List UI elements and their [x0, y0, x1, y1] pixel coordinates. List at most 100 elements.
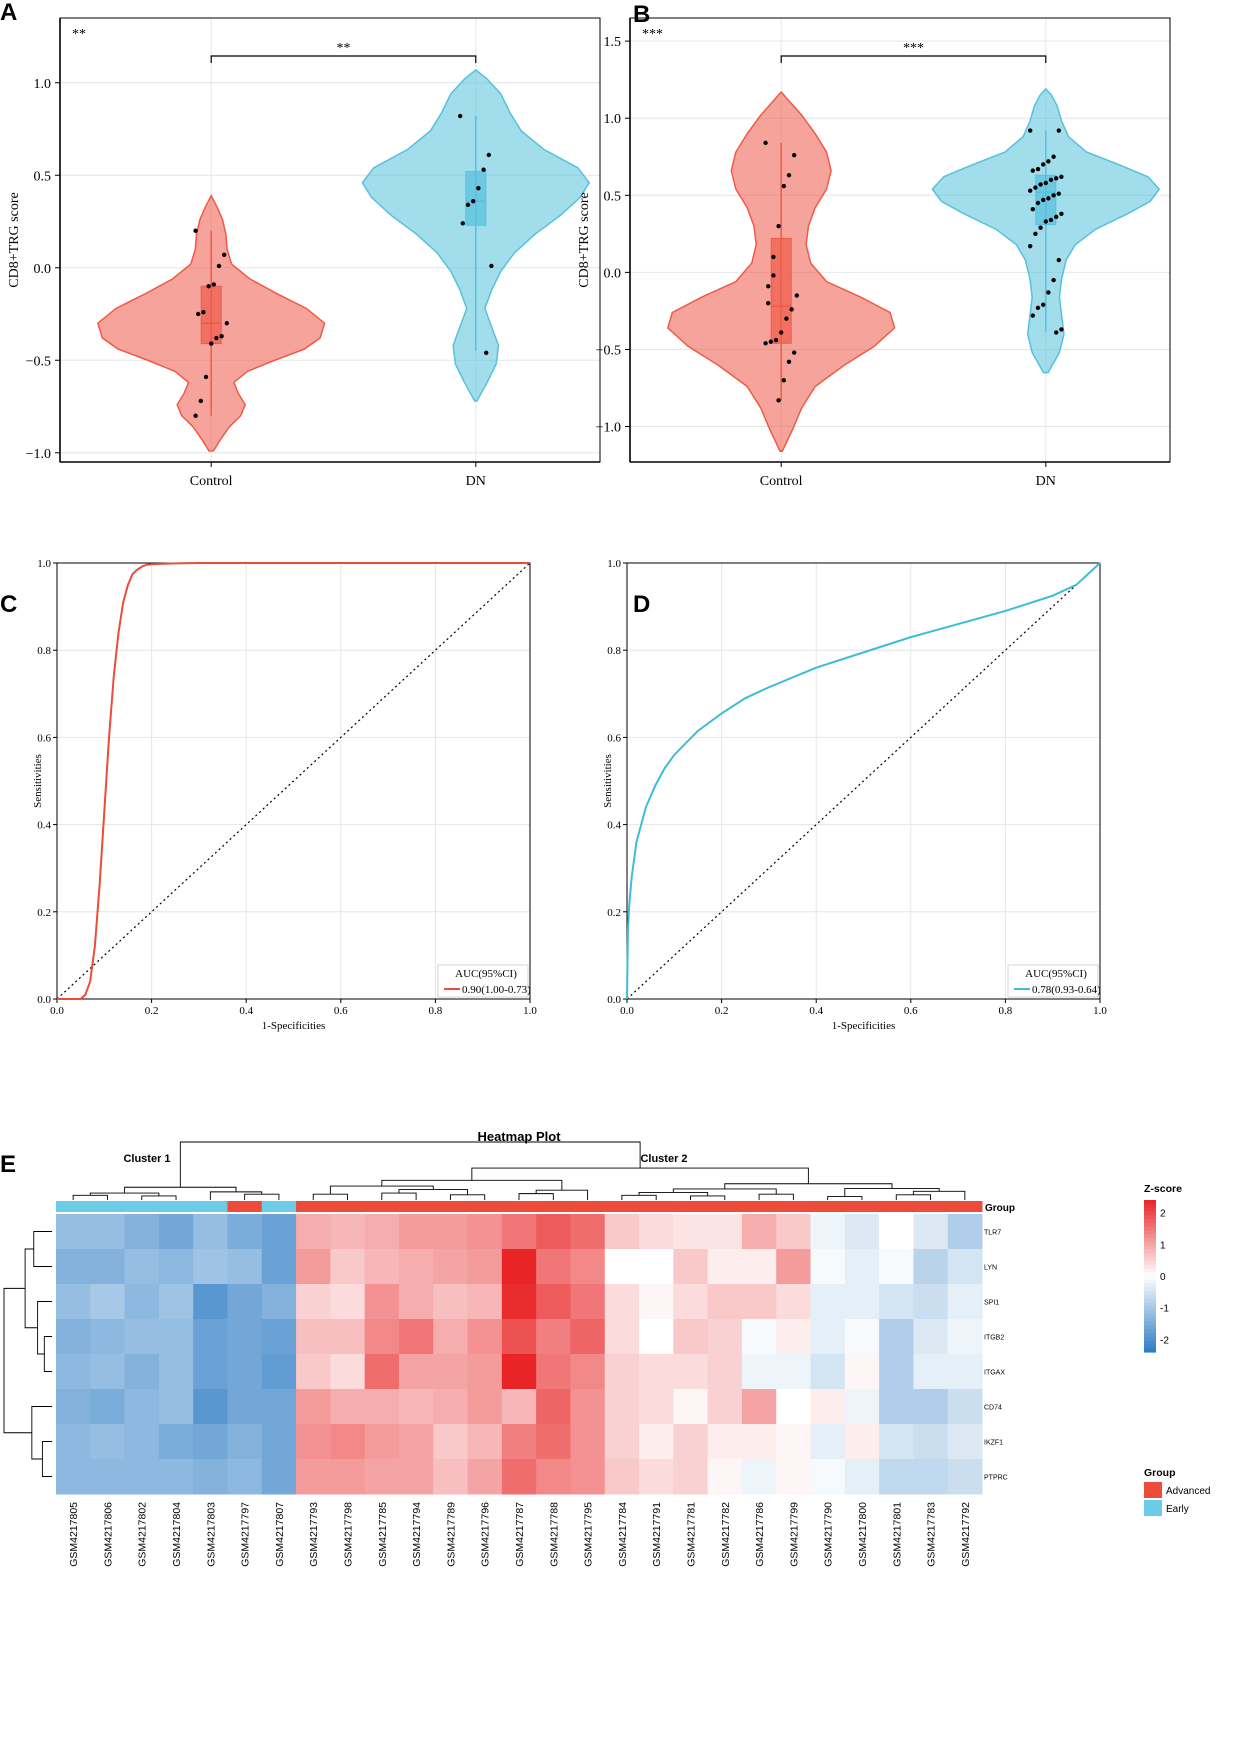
- heatmap-cell: [776, 1424, 812, 1460]
- heatmap-cell: [673, 1389, 709, 1425]
- group-bar-cell: [947, 1201, 983, 1212]
- group-bar-cell: [879, 1201, 914, 1212]
- plot-frame: [626, 562, 1101, 1000]
- zscore-tick-label: -2: [1160, 1335, 1169, 1346]
- heatmap-cell: [879, 1249, 914, 1285]
- sample-label: GSM4217806: [102, 1502, 114, 1567]
- y-tick-label: 1.5: [604, 35, 622, 50]
- heatmap-cell: [398, 1424, 434, 1460]
- x-axis-label: 1-Specificities: [832, 1020, 896, 1032]
- heatmap-cell: [879, 1319, 914, 1355]
- data-point: [786, 173, 792, 178]
- group-bar-cell: [776, 1201, 812, 1212]
- row-dendrogram-link: [33, 1231, 52, 1267]
- heatmap-cell: [570, 1389, 606, 1425]
- heatmap-cell: [844, 1319, 880, 1355]
- column-dendrogram-link: [471, 1167, 809, 1184]
- group-bar-cell: [604, 1201, 640, 1212]
- x-tick-label: DN: [466, 474, 486, 489]
- row-dendrogram-link: [24, 1248, 38, 1329]
- sample-label: GSM4217787: [514, 1502, 526, 1567]
- heatmap-cell: [90, 1319, 126, 1355]
- heatmap-cell: [536, 1249, 571, 1285]
- column-dendrogram-link: [209, 1191, 263, 1200]
- y-tick-label: −1.0: [26, 447, 51, 462]
- zscore-gradient-step: [1144, 1279, 1156, 1285]
- heatmap-cell: [90, 1249, 126, 1285]
- heatmap-cell: [90, 1214, 126, 1250]
- data-point: [1059, 174, 1064, 179]
- heatmap-cell: [776, 1459, 812, 1495]
- heatmap-cell: [433, 1319, 469, 1355]
- heatmap-cell: [364, 1249, 400, 1285]
- group-legend-label: Advanced: [1166, 1486, 1210, 1497]
- heatmap-cell: [844, 1214, 880, 1250]
- data-point: [1041, 302, 1046, 307]
- heatmap-cell: [844, 1459, 880, 1495]
- heatmap-cell: [56, 1249, 91, 1285]
- data-point: [1028, 188, 1033, 193]
- plot-frame: [629, 17, 1171, 463]
- heatmap-cell: [261, 1249, 297, 1285]
- group-legend-swatch: [1144, 1500, 1162, 1516]
- zscore-gradient-step: [1144, 1306, 1156, 1311]
- group-bar-cell: [741, 1201, 777, 1212]
- row-dendrogram-link: [37, 1301, 52, 1355]
- heatmap-cell: [56, 1354, 91, 1390]
- heatmap-cell: [433, 1354, 469, 1390]
- sample-label: GSM4217783: [926, 1502, 938, 1567]
- heatmap-cell: [330, 1319, 366, 1355]
- panel-letter-c: C: [0, 591, 17, 618]
- sample-label: GSM4217805: [68, 1502, 80, 1567]
- roc-curve: [626, 562, 1101, 1000]
- data-point: [1056, 128, 1062, 133]
- heatmap-cell: [158, 1249, 194, 1285]
- legend-box: [437, 964, 529, 998]
- heatmap-cell: [810, 1214, 846, 1250]
- heatmap-cell: [741, 1459, 777, 1495]
- heatmap-cell: [810, 1354, 846, 1390]
- y-tick-label: 0.2: [607, 907, 621, 919]
- zscore-gradient-step: [1144, 1238, 1156, 1243]
- heatmap-cell: [913, 1214, 949, 1250]
- column-dendrogram-link: [621, 1194, 657, 1200]
- group-bar-cell: [707, 1201, 743, 1212]
- sample-label: GSM4217785: [377, 1502, 389, 1567]
- data-point: [792, 153, 797, 158]
- cluster-2-label: Cluster 2: [640, 1153, 687, 1165]
- sample-label: GSM4217801: [891, 1502, 903, 1567]
- zscore-gradient-step: [1144, 1276, 1156, 1281]
- column-dendrogram-link: [535, 1189, 589, 1200]
- data-point: [1059, 327, 1064, 332]
- group-bar-cell: [673, 1201, 709, 1212]
- data-point: [766, 301, 771, 306]
- heatmap-cell: [296, 1284, 331, 1320]
- data-point: [216, 263, 222, 269]
- data-point: [471, 198, 476, 204]
- group-bar-cell: [227, 1201, 263, 1212]
- x-tick-label: 0.8: [999, 1005, 1013, 1017]
- y-tick-label: 0.0: [34, 262, 52, 277]
- heatmap-cell: [741, 1284, 777, 1320]
- group-bar-cell: [570, 1201, 606, 1212]
- heatmap-cell: [433, 1424, 469, 1460]
- data-point: [768, 339, 773, 344]
- group-bar-cell: [913, 1201, 949, 1212]
- sample-label: GSM4217800: [857, 1502, 869, 1567]
- y-tick-label: −0.5: [596, 343, 621, 358]
- data-point: [1046, 290, 1051, 295]
- data-point: [1035, 200, 1041, 206]
- column-dendrogram-link: [72, 1194, 108, 1200]
- heatmap-cell: [673, 1424, 709, 1460]
- y-tick-label: 1.0: [604, 112, 622, 127]
- x-tick-label: 0.2: [145, 1005, 159, 1017]
- heatmap-cell: [707, 1459, 743, 1495]
- heatmap-cell: [364, 1319, 400, 1355]
- heatmap-cell: [707, 1319, 743, 1355]
- heatmap-cell: [261, 1319, 297, 1355]
- significance-bracket-label: **: [337, 41, 351, 56]
- heatmap-cell: [193, 1284, 228, 1320]
- sample-label: GSM4217792: [960, 1502, 972, 1567]
- data-point: [1051, 154, 1056, 159]
- data-point: [489, 263, 494, 269]
